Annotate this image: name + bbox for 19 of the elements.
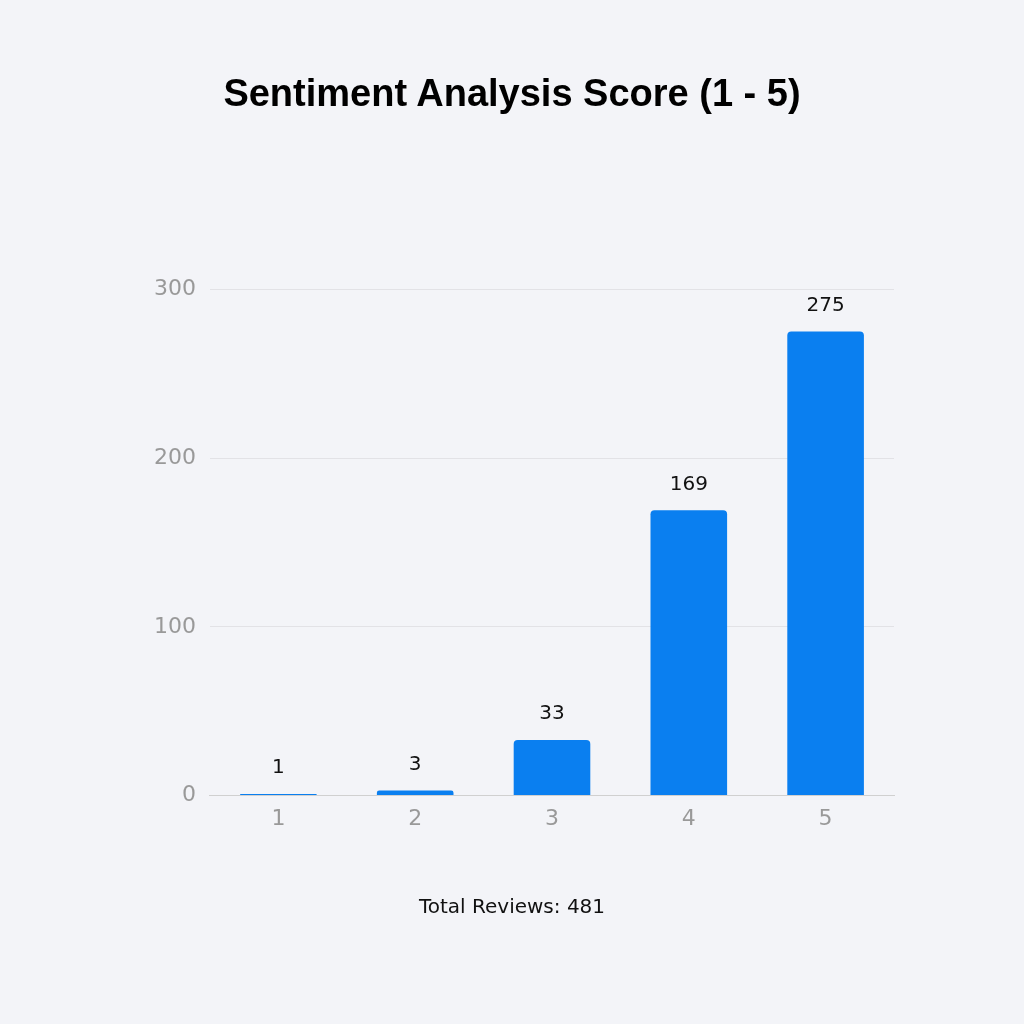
x-tick-label: 1 — [271, 804, 286, 830]
x-tick-label: 4 — [681, 804, 696, 830]
bar — [650, 510, 728, 796]
bar — [513, 739, 591, 796]
data-label: 33 — [539, 700, 565, 725]
y-tick-label: 300 — [153, 274, 196, 300]
chart-title: Sentiment Analysis Score (1 - 5) — [222, 72, 802, 115]
x-tick-label: 2 — [408, 804, 423, 830]
y-tick-label: 0 — [181, 781, 196, 807]
data-label: 169 — [669, 470, 708, 495]
data-label: 275 — [806, 291, 845, 316]
x-tick-label: 3 — [545, 804, 559, 830]
data-label: 1 — [272, 754, 285, 779]
data-label: 3 — [408, 750, 422, 775]
y-tick-label: 100 — [153, 612, 196, 638]
x-tick-label: 5 — [818, 804, 833, 830]
y-tick-label: 200 — [153, 443, 196, 469]
text: Total Reviews: 481 — [417, 894, 607, 918]
bar — [787, 331, 864, 796]
